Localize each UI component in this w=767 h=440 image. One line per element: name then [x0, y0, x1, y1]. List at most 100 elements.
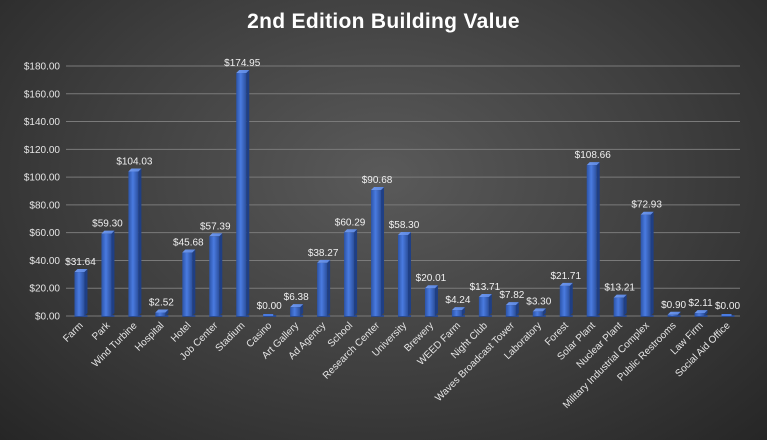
y-tick-label: $0.00 [35, 312, 60, 323]
bar-side [488, 293, 492, 316]
bar-top [586, 162, 600, 166]
bar [236, 73, 247, 316]
data-label: $13.21 [604, 283, 635, 294]
data-label: $57.39 [200, 221, 231, 232]
bar [182, 252, 193, 316]
bar-side [461, 307, 465, 316]
bar-top [613, 294, 627, 298]
bar [128, 171, 139, 316]
bar-side [165, 309, 169, 316]
bar [478, 296, 489, 316]
bar-top [694, 310, 708, 314]
bar-side [623, 294, 627, 316]
bar [317, 262, 328, 316]
data-label: $104.03 [116, 157, 153, 168]
data-label: $72.93 [631, 200, 662, 211]
bar-side [246, 70, 250, 316]
bar [667, 314, 678, 316]
bar-side [434, 285, 438, 316]
bar-top [128, 168, 142, 172]
data-label: $13.71 [470, 282, 501, 293]
bar [398, 235, 408, 316]
x-tick-label: Hospital [133, 320, 166, 353]
data-label: $0.90 [661, 300, 686, 311]
y-tick-label: $80.00 [29, 200, 60, 211]
bar [424, 288, 435, 316]
bar-side [300, 304, 304, 316]
bar [559, 285, 570, 316]
y-tick-label: $160.00 [24, 89, 61, 100]
x-tick-label: Farm [61, 320, 85, 344]
bar-top [478, 293, 492, 297]
bar-top [155, 309, 169, 313]
bar [155, 312, 166, 316]
bar-side [192, 249, 196, 316]
bar-top [559, 282, 573, 286]
bar [721, 314, 732, 316]
data-label: $7.82 [499, 290, 524, 301]
bar-top [532, 308, 546, 312]
bar-side [596, 162, 600, 316]
y-tick-label: $180.00 [24, 62, 61, 73]
data-label: $31.64 [65, 257, 96, 268]
bar-side [677, 311, 681, 316]
bar-top [317, 259, 331, 263]
data-label: $90.68 [362, 175, 393, 186]
data-label: $58.30 [389, 220, 420, 231]
bar-side [381, 187, 385, 316]
data-label: $174.95 [224, 58, 261, 69]
bar [263, 314, 274, 316]
bar-side [515, 302, 519, 316]
bar-top [209, 233, 223, 237]
data-label: $0.00 [257, 301, 282, 312]
bar-side [569, 282, 573, 316]
bar-top [101, 230, 115, 234]
bar-top [344, 229, 358, 233]
data-label: $38.27 [308, 248, 339, 259]
data-label: $0.00 [715, 301, 740, 312]
chart-title: 2nd Edition Building Value [247, 10, 520, 33]
bar-top [371, 187, 385, 191]
bar-top [182, 249, 196, 253]
bar-side [542, 308, 546, 316]
bar [694, 313, 705, 316]
bar [74, 272, 85, 316]
bar-side [138, 168, 142, 316]
y-tick-label: $20.00 [29, 284, 60, 295]
bar [290, 307, 301, 316]
data-label: $2.11 [688, 298, 713, 309]
bar [505, 305, 516, 316]
y-tick-label: $60.00 [29, 228, 60, 239]
bar-side [650, 211, 654, 316]
bar [451, 310, 462, 316]
data-label: $60.29 [335, 217, 366, 228]
bar-top [398, 232, 411, 236]
data-label: $45.68 [173, 238, 204, 249]
bar [640, 214, 651, 316]
bar-top [505, 302, 519, 306]
bar-side [354, 229, 358, 316]
bar [586, 165, 597, 316]
data-label: $2.52 [149, 298, 174, 309]
bar [209, 236, 220, 316]
bar-top [236, 70, 250, 74]
bar-side [408, 232, 411, 316]
bar-side [704, 310, 708, 316]
bar-side [327, 259, 331, 316]
bar-side [111, 230, 115, 316]
bar-top [451, 307, 465, 311]
bar [101, 233, 112, 316]
bar-top [290, 304, 304, 308]
data-label: $20.01 [416, 273, 447, 284]
data-label: $59.30 [92, 219, 123, 230]
bar-top [667, 311, 681, 315]
y-tick-label: $140.00 [24, 117, 61, 128]
data-label: $108.66 [575, 150, 612, 161]
bar [532, 311, 543, 316]
data-label: $4.24 [445, 295, 470, 306]
data-label: $21.71 [550, 271, 581, 282]
data-label: $3.30 [526, 296, 551, 307]
y-tick-label: $100.00 [24, 173, 61, 184]
